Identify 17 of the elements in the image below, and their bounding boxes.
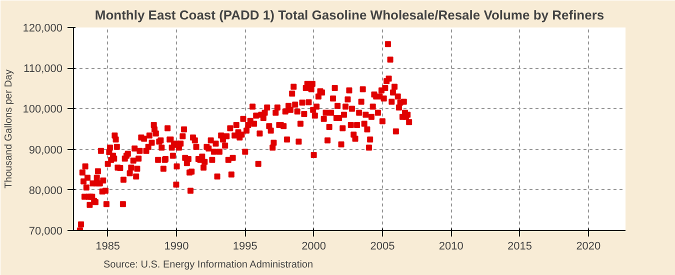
y-tick-label: 100,000	[22, 104, 63, 116]
x-tick-label: 2015	[508, 240, 532, 252]
x-tick-label: 1985	[96, 240, 120, 252]
y-tick-label: 110,000	[24, 63, 63, 76]
x-tick-label: 2000	[302, 240, 326, 252]
x-tick-label: 1995	[232, 240, 258, 252]
x-tick-label: 1990	[164, 240, 189, 252]
y-axis-title: Thousand Gallons per Day	[4, 70, 15, 188]
y-tick-label: 80,000	[28, 184, 63, 197]
x-tick-label: 2020	[576, 240, 601, 252]
x-tick-label: 2005	[370, 240, 395, 252]
x-tick-label: 2010	[438, 240, 464, 252]
chart-title: Monthly East Coast (PADD 1) Total Gasoline Wholesale/Resale Volume by Refiners	[94, 8, 604, 22]
source-note: Source: U.S. Energy Information Administration	[104, 260, 314, 270]
y-tick-label: 90,000	[28, 144, 63, 156]
y-tick-label: 120,000	[22, 22, 63, 34]
y-tick-label: 70,000	[28, 226, 63, 238]
